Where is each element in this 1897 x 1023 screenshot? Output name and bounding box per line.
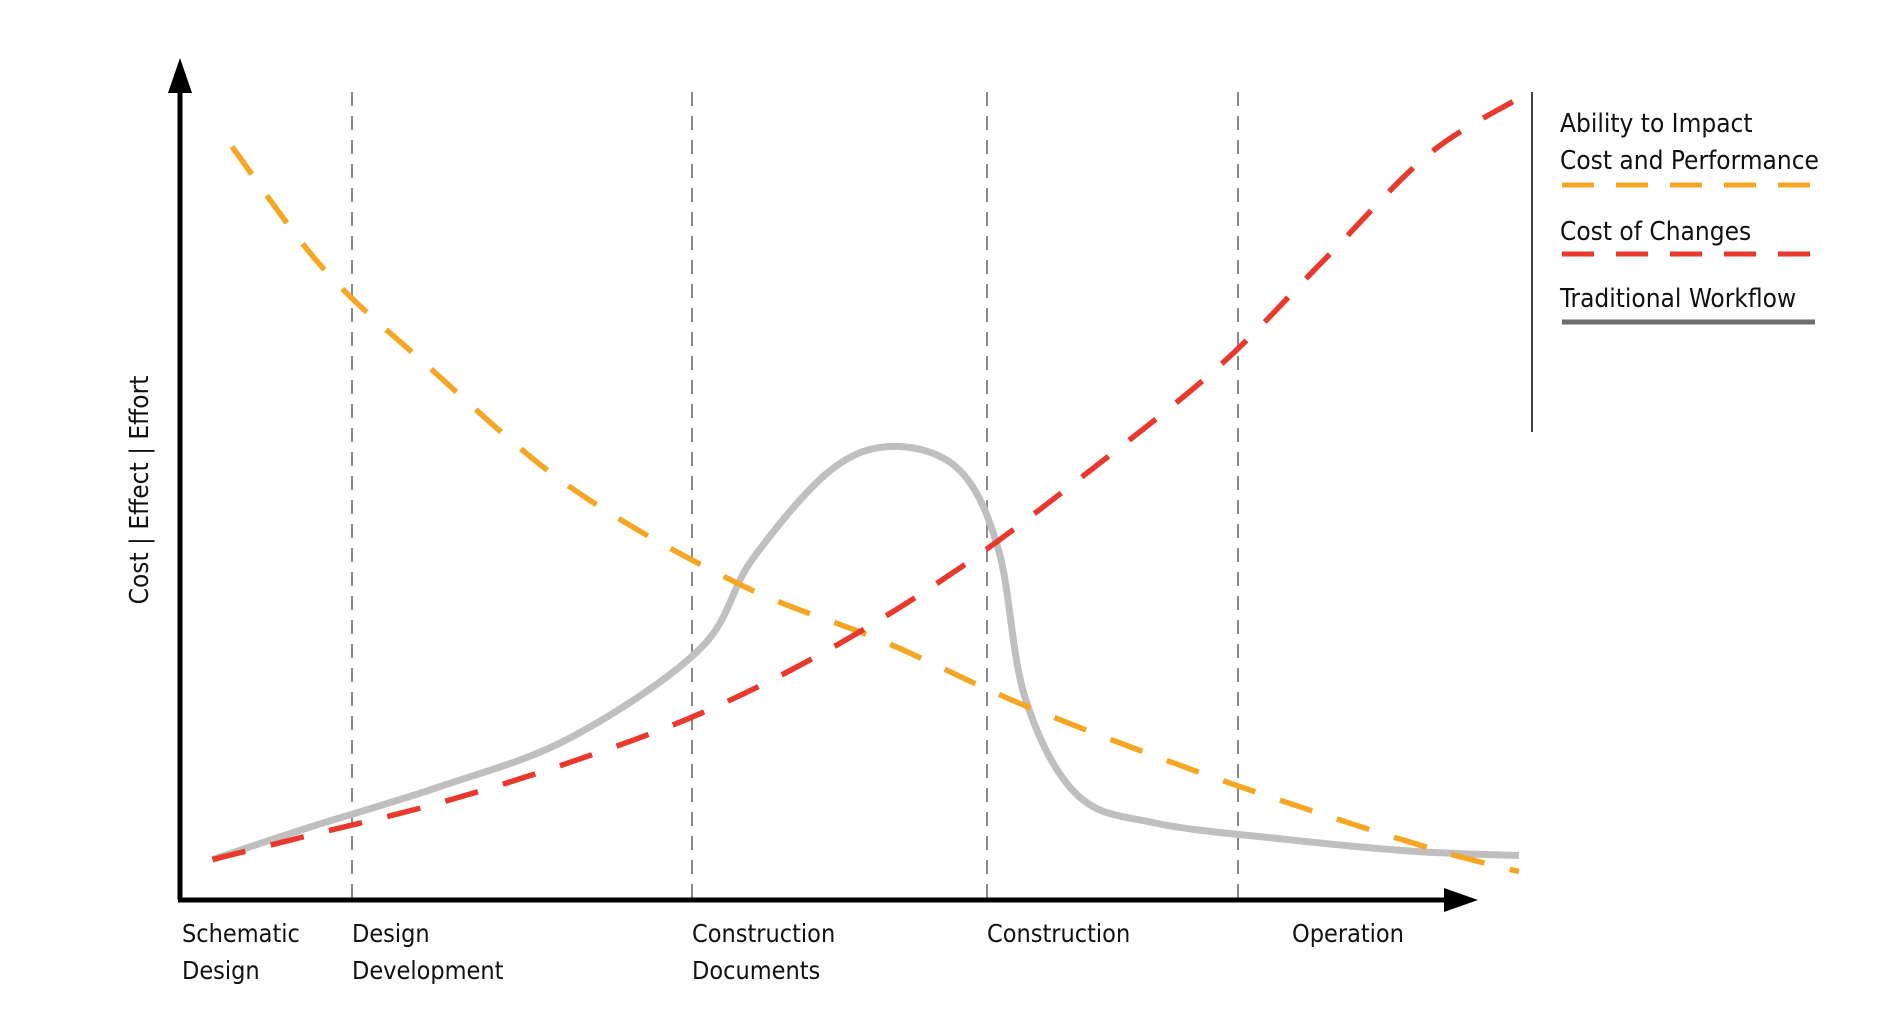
y-axis-title: Cost | Effect | Effort: [125, 376, 155, 605]
legend-label-cost-of-changes: Cost of Changes: [1560, 217, 1751, 247]
phase-label-2-line1: Design: [352, 919, 430, 948]
series-lines: [211, 95, 1521, 875]
legend: Ability to Impact Cost and Performance C…: [1531, 92, 1819, 432]
phase-labels: Schematic Design Design Development Construc…: [182, 919, 1404, 985]
legend-label-ability-line1: Ability to Impact: [1560, 109, 1753, 139]
y-axis-arrow: [168, 58, 192, 93]
phase-label-1-line1: Schematic: [182, 919, 300, 948]
legend-label-traditional-workflow: Traditional Workflow: [1559, 284, 1796, 314]
phase-label-3-line1: Construction: [692, 919, 835, 948]
x-axis-arrow: [1444, 888, 1478, 912]
phase-label-3-line2: Documents: [692, 956, 820, 985]
phase-label-4-line1: Construction: [987, 919, 1130, 948]
phase-label-5-line1: Operation: [1292, 919, 1404, 948]
legend-label-ability-line2: Cost and Performance: [1560, 146, 1819, 176]
phase-label-1-line2: Design: [182, 956, 260, 985]
phase-gridlines: [351, 92, 1239, 900]
phase-label-2-line2: Development: [352, 956, 504, 985]
series-cost-of-changes-line: [211, 95, 1521, 863]
chart-axes: [168, 58, 1478, 912]
series-traditional-workflow-line: [211, 442, 1520, 863]
